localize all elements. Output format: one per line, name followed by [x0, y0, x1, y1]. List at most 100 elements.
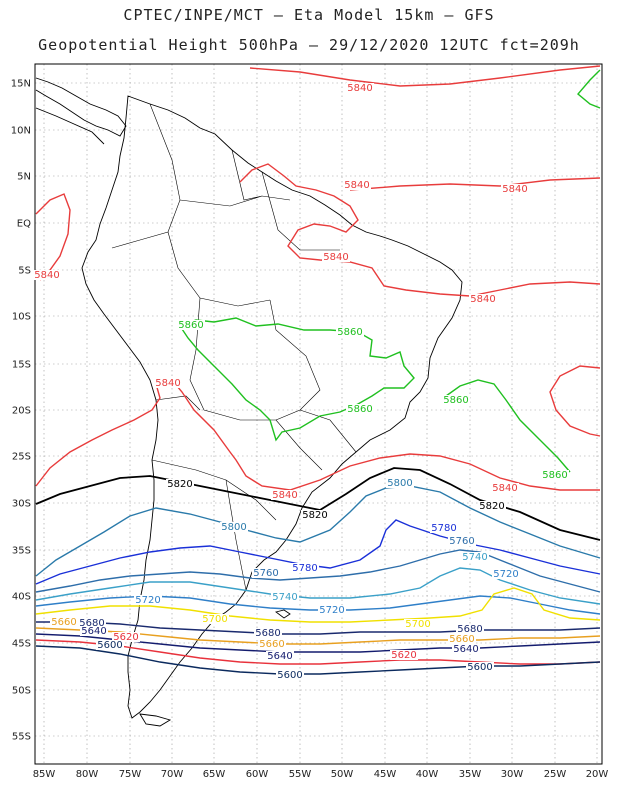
map-title: CPTEC/INPE/MCT – Eta Model 15km – GFS	[123, 6, 495, 24]
lon-label: 75W	[119, 769, 142, 780]
map-frame	[34, 63, 603, 765]
contour-label: 5660	[51, 617, 76, 628]
lon-label: 45W	[374, 769, 397, 780]
contour-label-bg	[404, 619, 432, 629]
contour-label: 5640	[267, 651, 292, 662]
lat-label: 15N	[11, 79, 31, 90]
contour-5840-nw	[35, 193, 71, 281]
contour-label: 5640	[81, 626, 106, 637]
contour-label-bg	[452, 644, 480, 654]
central-america-coast	[35, 77, 127, 137]
contour-label-bg	[491, 483, 519, 493]
contour-label-bg	[301, 510, 329, 520]
contour-label-bg	[466, 662, 494, 672]
lat-label: 30S	[12, 499, 31, 510]
contour-label-bg	[390, 650, 418, 660]
lon-label: 85W	[33, 769, 56, 780]
contour-5620	[35, 639, 601, 665]
lat-label: 10S	[12, 312, 31, 323]
contour-label-bg	[80, 626, 108, 636]
contour-label: 5840	[344, 180, 369, 191]
contour-label-bg	[501, 184, 529, 194]
contour-5760	[35, 549, 601, 593]
contour-label: 5600	[277, 670, 302, 681]
contour-label: 5840	[272, 490, 297, 501]
contour-label-bg	[166, 479, 194, 489]
contour-label-bg	[322, 252, 350, 262]
lat-label: 15S	[12, 360, 31, 371]
contour-5700	[35, 587, 601, 623]
contour-5600	[35, 645, 601, 675]
contour-5800	[35, 485, 601, 577]
lat-label: 20S	[12, 406, 31, 417]
latitude-labels: 15N 10N 5N EQ 5S 10S 15S 20S 25S 30S 35S 40S 45S 50S 5…	[11, 79, 31, 743]
contour-label-bg	[266, 651, 294, 661]
contour-label: 5800	[221, 522, 246, 533]
contour-label-bg	[112, 632, 140, 642]
contour-label-bg	[220, 522, 248, 532]
contour-5780	[35, 519, 601, 585]
contour-label: 5860	[347, 404, 372, 415]
contour-label-bg	[276, 670, 304, 680]
contour-label-bg	[134, 595, 162, 605]
contour-label: 5720	[319, 605, 344, 616]
lat-label: 5S	[18, 266, 31, 277]
contour-label: 5620	[113, 632, 138, 643]
south-america-coast	[81, 95, 463, 719]
contour-label: 5740	[462, 552, 487, 563]
contour-label-bg	[78, 618, 106, 628]
contour-label-bg	[346, 404, 374, 414]
lat-label: 5N	[17, 172, 31, 183]
contour-label-bg	[492, 569, 520, 579]
contour-label-bg	[177, 320, 205, 330]
contour-label-bg	[346, 83, 374, 93]
contour-5840-atlantic	[549, 365, 601, 437]
contour-label-bg	[258, 639, 286, 649]
contour-label: 5760	[449, 536, 474, 547]
contour-label: 5860	[337, 327, 362, 338]
contour-label: 5840	[470, 294, 495, 305]
falkland-islands	[274, 609, 291, 619]
lon-label: 60W	[246, 769, 269, 780]
contour-label: 5680	[457, 624, 482, 635]
contour-label: 5660	[449, 634, 474, 645]
contour-label-bg	[252, 568, 280, 578]
lon-label: 80W	[76, 769, 99, 780]
contour-label: 5840	[492, 483, 517, 494]
contour-label-bg	[96, 640, 124, 650]
lat-label: 45S	[12, 639, 31, 650]
contour-label: 5860	[443, 395, 468, 406]
lon-label: 40W	[416, 769, 439, 780]
contour-label: 5720	[135, 595, 160, 606]
contour-label: 5720	[493, 569, 518, 580]
contour-label: 5840	[502, 184, 527, 195]
contour-label-bg	[456, 624, 484, 634]
tierra-del-fuego	[139, 713, 172, 727]
contour-5840-east	[349, 177, 601, 191]
contour-5840-south	[35, 379, 600, 491]
lon-label: 25W	[544, 769, 567, 780]
contour-label: 5640	[453, 644, 478, 655]
contour-5820	[35, 467, 601, 541]
lat-label: 55S	[12, 732, 31, 743]
contour-label-bg	[343, 180, 371, 190]
contour-5680	[36, 621, 601, 635]
contour-label: 5740	[272, 592, 297, 603]
contour-label-bg	[430, 523, 458, 533]
contour-label-bg	[336, 327, 364, 337]
contour-label: 5680	[255, 628, 280, 639]
contour-label: 5820	[302, 510, 327, 521]
contour-label: 5780	[431, 523, 456, 534]
contour-labels: 5840 5840 5840 5840 5840 5840 5840 5840 5840 5860…	[33, 83, 569, 681]
contour-label: 5840	[155, 378, 180, 389]
height-contours	[35, 65, 601, 675]
contour-label-bg	[448, 536, 476, 546]
lat-label: 40S	[12, 592, 31, 603]
contour-5840-guianas	[239, 163, 601, 297]
contour-label-bg	[33, 270, 61, 280]
contour-label-bg	[291, 563, 319, 573]
contour-label: 5820	[167, 479, 192, 490]
graticule	[35, 64, 602, 764]
contour-5740	[35, 567, 601, 605]
